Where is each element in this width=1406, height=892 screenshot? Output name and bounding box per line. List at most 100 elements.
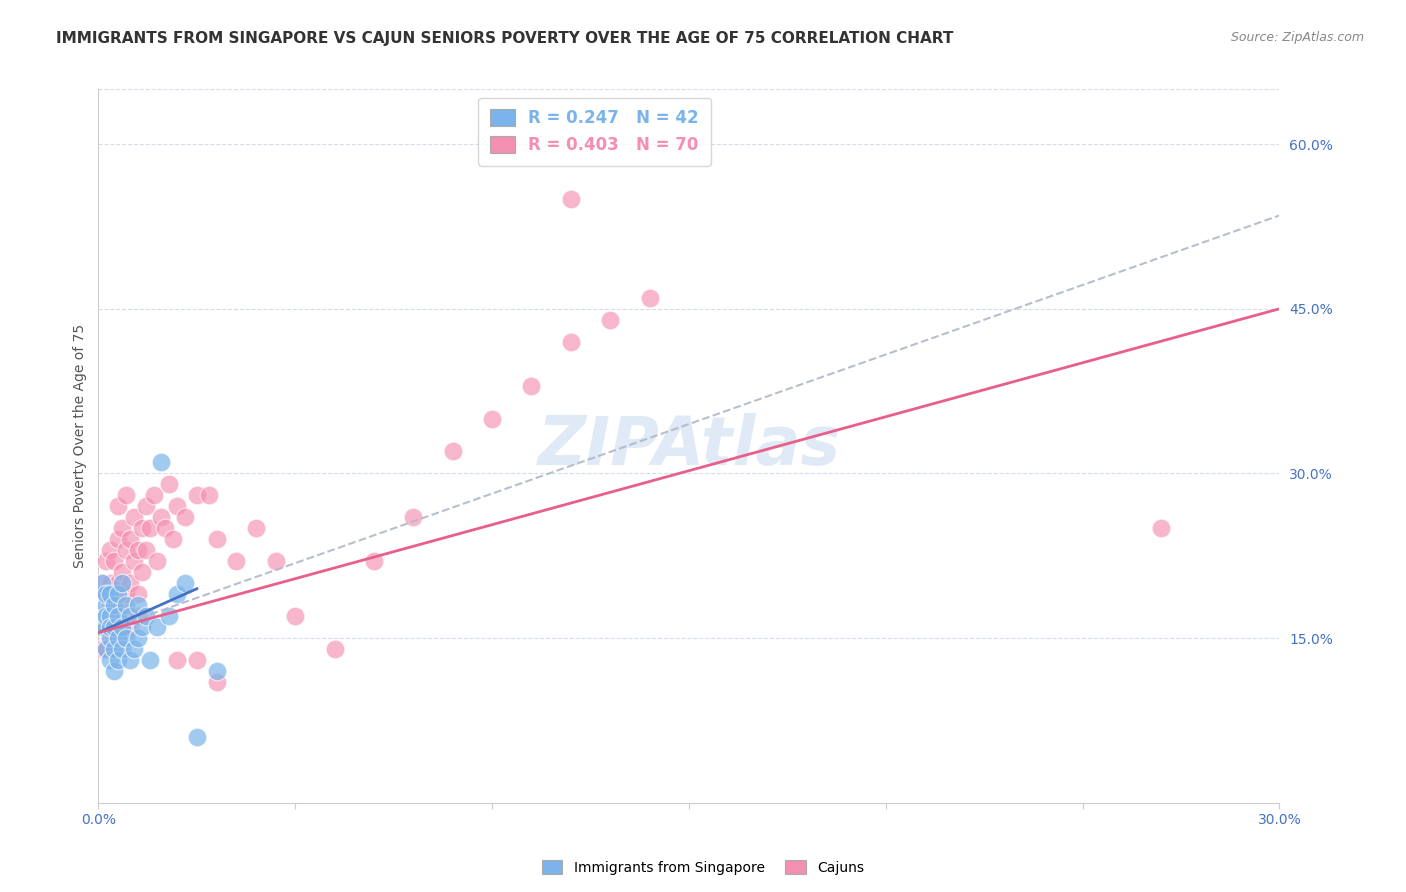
Point [103, 554, 125, 568]
Text: IMMIGRANTS FROM SINGAPORE VS CAJUN SENIORS POVERTY OVER THE AGE OF 75 CORRELATIO: IMMIGRANTS FROM SINGAPORE VS CAJUN SENIO… [56, 31, 953, 46]
Point [157, 477, 180, 491]
Point [127, 543, 149, 558]
Point [98, 609, 121, 624]
Point [111, 576, 134, 591]
Point [205, 675, 228, 690]
Point [111, 566, 134, 580]
Point [111, 521, 134, 535]
Point [441, 444, 464, 458]
Point [284, 609, 307, 624]
Point [127, 587, 149, 601]
Point [157, 609, 180, 624]
Point [96, 642, 118, 657]
Point [142, 488, 165, 502]
Point [98, 598, 121, 612]
Point [481, 411, 503, 425]
Point [115, 598, 138, 612]
Point [91, 609, 114, 624]
Point [98, 631, 121, 645]
Point [131, 620, 153, 634]
Point [96, 642, 118, 657]
Legend: Immigrants from Singapore, Cajuns: Immigrants from Singapore, Cajuns [536, 855, 870, 880]
Point [225, 554, 247, 568]
Point [115, 631, 138, 645]
Point [98, 631, 121, 645]
Point [103, 664, 125, 678]
Point [162, 533, 184, 547]
Point [91, 642, 114, 657]
Point [146, 620, 169, 634]
Point [111, 642, 134, 657]
Point [103, 620, 125, 634]
Point [323, 642, 346, 657]
Point [107, 576, 129, 591]
Point [107, 631, 129, 645]
Point [98, 620, 121, 634]
Point [135, 500, 157, 514]
Point [127, 631, 149, 645]
Point [174, 576, 197, 591]
Point [118, 620, 141, 634]
Point [197, 488, 219, 502]
Point [118, 609, 141, 624]
Point [96, 609, 118, 624]
Text: Source: ZipAtlas.com: Source: ZipAtlas.com [1230, 31, 1364, 45]
Point [103, 598, 125, 612]
Point [138, 521, 160, 535]
Point [103, 620, 125, 634]
Point [264, 554, 287, 568]
Point [166, 587, 188, 601]
Point [103, 642, 125, 657]
Point [98, 609, 121, 624]
Point [186, 730, 208, 744]
Point [103, 587, 125, 601]
Point [122, 510, 145, 524]
Point [122, 554, 145, 568]
Point [205, 664, 228, 678]
Point [245, 521, 267, 535]
Point [118, 653, 141, 667]
Point [96, 620, 118, 634]
Legend: R = 0.247   N = 42, R = 0.403   N = 70: R = 0.247 N = 42, R = 0.403 N = 70 [478, 97, 710, 166]
Point [205, 533, 228, 547]
Point [96, 554, 118, 568]
Point [638, 291, 661, 305]
Point [91, 576, 114, 591]
Point [166, 500, 188, 514]
Point [96, 598, 118, 612]
Point [91, 609, 114, 624]
Point [166, 653, 188, 667]
Point [150, 455, 173, 469]
Point [98, 653, 121, 667]
Point [155, 521, 177, 535]
Point [91, 576, 114, 591]
Point [138, 653, 160, 667]
Point [127, 598, 149, 612]
Point [560, 192, 582, 206]
Point [107, 533, 129, 547]
Point [131, 566, 153, 580]
Point [115, 488, 138, 502]
Point [96, 620, 118, 634]
Point [91, 587, 114, 601]
Point [127, 609, 149, 624]
Point [107, 653, 129, 667]
Point [115, 543, 138, 558]
Point [103, 642, 125, 657]
Point [96, 587, 118, 601]
Point [98, 587, 121, 601]
Point [111, 620, 134, 634]
Point [98, 543, 121, 558]
Point [135, 609, 157, 624]
Point [186, 653, 208, 667]
Point [363, 554, 385, 568]
Point [118, 576, 141, 591]
Point [186, 488, 208, 502]
Point [111, 620, 134, 634]
Point [107, 609, 129, 624]
Point [96, 587, 118, 601]
Point [520, 378, 543, 392]
Text: ZIPAtlas: ZIPAtlas [537, 413, 841, 479]
Point [402, 510, 425, 524]
Point [107, 631, 129, 645]
